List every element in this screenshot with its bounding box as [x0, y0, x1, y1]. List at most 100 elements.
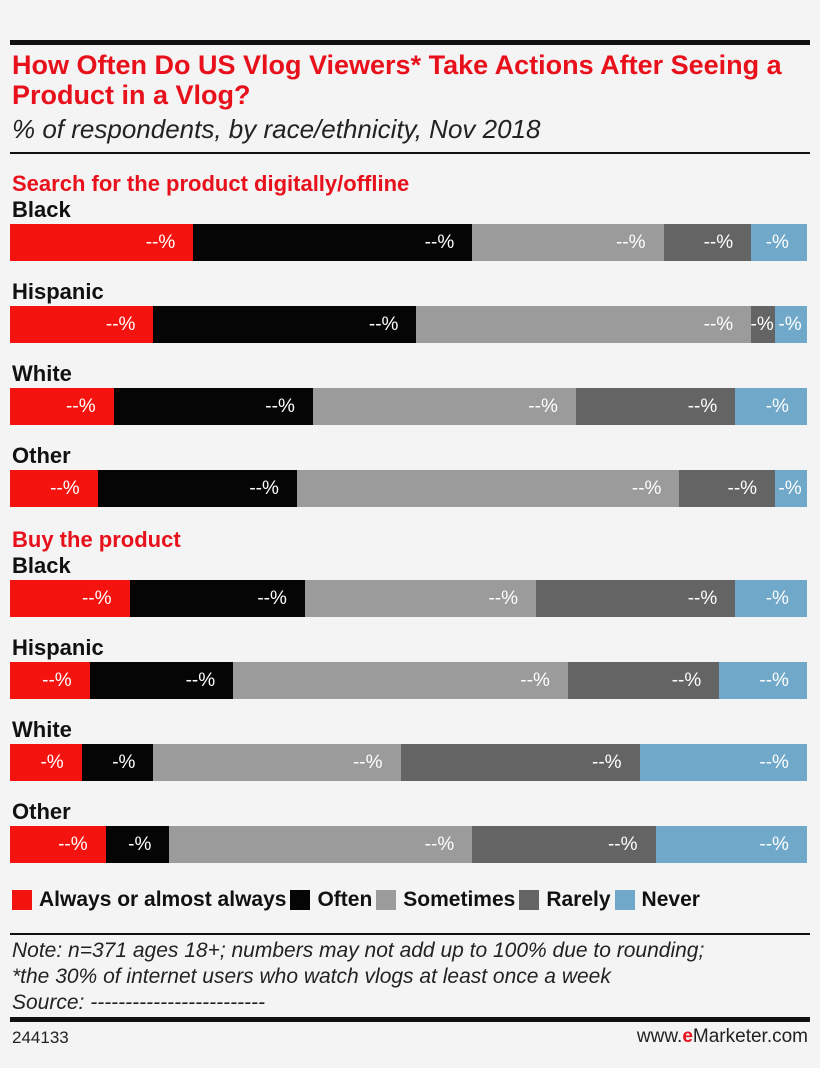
section-title: Buy the product: [12, 527, 181, 552]
legend-item-always: Always or almost always: [12, 888, 286, 912]
data-label: --%: [145, 231, 176, 253]
data-label: --%: [759, 833, 789, 855]
data-label: --%: [42, 669, 72, 691]
bar-segment-sometimes: --%: [169, 826, 473, 863]
data-label: -%: [112, 751, 136, 773]
group-label: Hispanic: [12, 279, 104, 304]
bar-segment-always: --%: [10, 826, 106, 863]
data-label: -%: [750, 313, 774, 335]
group-label: Other: [12, 443, 71, 468]
chart-id: 244133: [12, 1028, 69, 1047]
data-label: --%: [81, 587, 112, 609]
note-divider: [10, 933, 810, 935]
brand-prefix: www.: [636, 1026, 683, 1047]
data-label: -%: [765, 587, 789, 609]
bar-segment-often: -%: [81, 744, 154, 781]
bar-segment-rarely: --%: [536, 580, 736, 617]
bar-segment-sometimes: --%: [312, 388, 576, 425]
bar-segment-always: --%: [10, 470, 98, 507]
data-label: --%: [607, 833, 638, 855]
data-label: --%: [424, 231, 455, 253]
data-label: --%: [185, 669, 216, 691]
bar-segment-often: --%: [97, 470, 297, 507]
legend-label: Always or almost always: [39, 888, 287, 911]
group-label: White: [12, 361, 72, 386]
legend-item-rarely: Rarely: [519, 888, 611, 912]
bar-segment-always: --%: [10, 388, 114, 425]
note-line-2: *the 30% of internet users who watch vlo…: [12, 965, 611, 988]
data-label: -%: [40, 751, 64, 773]
bar-segment-never: --%: [655, 826, 807, 863]
bar-segment-never: --%: [719, 662, 807, 699]
data-label: --%: [592, 751, 622, 773]
legend-label: Never: [641, 888, 700, 911]
data-label: --%: [368, 313, 399, 335]
data-label: --%: [488, 587, 518, 609]
legend-swatch: [376, 890, 397, 910]
data-label: -%: [765, 395, 789, 417]
data-label: --%: [520, 669, 550, 691]
data-label: --%: [759, 751, 789, 773]
bar-segment-always: -%: [10, 744, 82, 781]
bar-segment-rarely: -%: [750, 306, 776, 343]
data-label: --%: [528, 395, 558, 417]
legend-swatch: [12, 890, 32, 910]
data-label: --%: [265, 395, 295, 417]
bar-segment-often: --%: [129, 580, 305, 617]
data-label: --%: [424, 833, 455, 855]
header-divider: [10, 152, 810, 154]
brand-rest: Marketer.com: [692, 1026, 808, 1047]
bar-segment-often: --%: [193, 224, 473, 261]
legend: Always or almost always Often Sometimes Rar…: [12, 888, 812, 912]
stacked-bar: --% --% --% --% -%: [10, 224, 807, 261]
note-line-1: Note: n=371 ages 18+; numbers may not ad…: [12, 939, 705, 962]
bar-segment-never: -%: [775, 470, 807, 507]
bar-segment-never: -%: [735, 388, 807, 425]
data-label: --%: [50, 477, 80, 499]
bar-segment-sometimes: --%: [416, 306, 752, 343]
bar-segment-often: -%: [105, 826, 170, 863]
legend-item-never: Never: [614, 888, 700, 912]
bar-segment-sometimes: --%: [233, 662, 568, 699]
bar-segment-never: --%: [639, 744, 807, 781]
data-label: --%: [703, 313, 734, 335]
data-label: --%: [105, 313, 136, 335]
section-title: Search for the product digitally/offline: [12, 171, 410, 196]
note-source: Source: -------------------------: [12, 991, 266, 1014]
bar-segment-always: --%: [10, 662, 90, 699]
legend-label: Often: [317, 888, 373, 911]
data-label: --%: [352, 751, 383, 773]
data-label: --%: [58, 833, 88, 855]
bar-segment-rarely: --%: [663, 224, 752, 261]
legend-swatch: [519, 890, 540, 910]
bar-segment-sometimes: --%: [153, 744, 401, 781]
group-label: Hispanic: [12, 635, 104, 660]
data-label: --%: [727, 477, 758, 499]
data-label: -%: [778, 477, 802, 499]
bottom-rule: [10, 1017, 810, 1022]
data-label: --%: [615, 231, 646, 253]
brand-link[interactable]: www.eMarketer.com: [637, 1026, 808, 1048]
bar-segment-always: --%: [10, 224, 194, 261]
data-label: --%: [759, 669, 789, 691]
data-label: --%: [687, 587, 718, 609]
stacked-bar: -% -% --% --% --%: [10, 744, 807, 781]
data-label: --%: [257, 587, 287, 609]
legend-item-often: Often: [290, 888, 372, 912]
stacked-bar: --% --% --% --% --%: [10, 662, 807, 699]
bar-segment-always: --%: [10, 306, 154, 343]
bar-segment-always: --%: [10, 580, 130, 617]
data-label: --%: [687, 395, 718, 417]
legend-label: Sometimes: [403, 888, 516, 911]
stacked-bar: --% --% --% --% -%: [10, 388, 807, 425]
stacked-bar: --% -% --% --% --%: [10, 826, 807, 863]
group-label: Black: [12, 197, 71, 222]
chart-title: How Often Do US Vlog Viewers* Take Actio…: [12, 50, 782, 110]
bar-segment-sometimes: --%: [304, 580, 536, 617]
chart-subtitle: % of respondents, by race/ethnicity, Nov…: [12, 114, 541, 144]
brand-e: e: [682, 1026, 693, 1047]
data-label: --%: [703, 231, 734, 253]
top-rule: [10, 40, 810, 45]
chart-note: Note: n=371 ages 18+; numbers may not ad…: [12, 938, 812, 1016]
legend-swatch: [290, 890, 311, 910]
